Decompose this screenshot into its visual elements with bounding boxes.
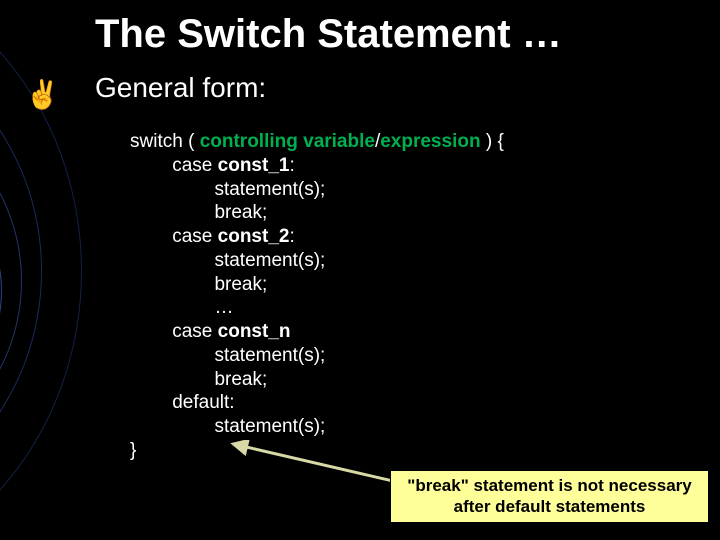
- code-line-10: statement(s);: [130, 344, 504, 368]
- bullet-icon: ✌: [25, 78, 60, 111]
- orbit-decoration-4: [0, 160, 2, 422]
- code-line-3: statement(s);: [130, 178, 504, 202]
- code-line-12: default:: [130, 391, 504, 415]
- code-highlight: expression: [380, 131, 480, 152]
- code-block: switch ( controlling variable/expression…: [130, 130, 504, 463]
- code-line-11: break;: [130, 368, 504, 392]
- code-line-4: break;: [130, 201, 504, 225]
- code-line-8: …: [130, 296, 504, 320]
- code-bold: const_n: [218, 321, 291, 342]
- code-bold: const_2: [218, 226, 290, 247]
- code-line-7: break;: [130, 273, 504, 297]
- code-text: case: [130, 155, 218, 176]
- note-bold: "break": [407, 476, 468, 495]
- slide: The Switch Statement … ✌ General form: s…: [0, 0, 720, 540]
- code-text: :: [289, 155, 294, 176]
- note-box: "break" statement is not necessary after…: [390, 470, 709, 523]
- code-line-5: case const_2:: [130, 225, 504, 249]
- code-highlight: controlling variable: [200, 131, 375, 152]
- code-line-2: case const_1:: [130, 154, 504, 178]
- code-text: ) {: [481, 131, 504, 152]
- code-text: case: [130, 321, 218, 342]
- slide-title: The Switch Statement …: [95, 12, 562, 57]
- subtitle: General form:: [95, 72, 266, 104]
- code-line-9: case const_n: [130, 320, 504, 344]
- code-bold: const_1: [218, 155, 290, 176]
- code-line-1: switch ( controlling variable/expression…: [130, 130, 504, 154]
- note-text: statement is not necessary: [469, 476, 692, 495]
- code-line-13: statement(s);: [130, 415, 504, 439]
- orbit-decoration-3: [0, 100, 22, 462]
- code-text: case: [130, 226, 218, 247]
- code-text: switch (: [130, 131, 200, 152]
- code-line-6: statement(s);: [130, 249, 504, 273]
- code-text: :: [289, 226, 294, 247]
- note-text: after default statements: [454, 497, 646, 516]
